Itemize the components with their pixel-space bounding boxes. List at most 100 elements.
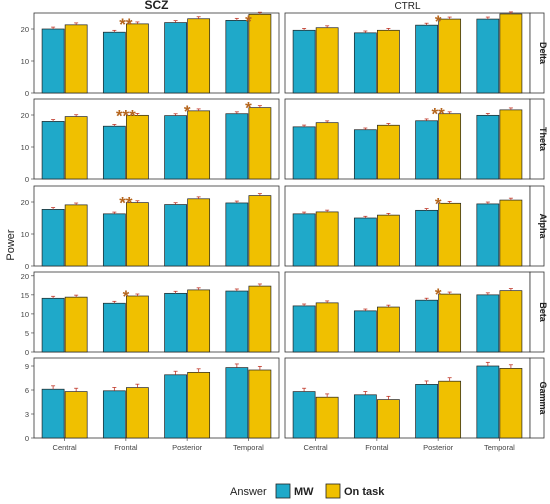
y-tick-label: 0 <box>25 89 29 98</box>
band-label-delta: Delta <box>538 42 548 65</box>
y-tick-label: 20 <box>21 111 29 120</box>
bar-on-task <box>187 289 211 353</box>
bar-mw <box>225 113 249 180</box>
bar-mw <box>102 125 126 180</box>
significance-stars: * <box>435 194 442 213</box>
bar-mw <box>292 29 316 94</box>
bar-on-task <box>64 391 88 439</box>
legend: Answer MW On task <box>230 483 385 499</box>
band-label-theta: Theta <box>538 127 548 152</box>
bar-on-task <box>315 122 339 180</box>
x-tick-label: Central <box>304 443 329 452</box>
bar-mw <box>102 390 126 439</box>
bar-on-task <box>315 396 339 439</box>
bar-on-task <box>64 116 88 180</box>
bar-on-task <box>64 204 88 267</box>
x-tick-label: Frontal <box>365 443 389 452</box>
bar-on-task <box>64 296 88 353</box>
bar-on-task <box>377 399 400 439</box>
band-strip <box>529 12 545 94</box>
legend-label-mw: MW <box>294 486 314 498</box>
bar-mw <box>292 305 316 353</box>
y-tick-label: 6 <box>25 386 29 395</box>
bar-mw <box>225 367 249 439</box>
bar-on-task <box>499 290 523 353</box>
y-tick-label: 20 <box>21 25 29 34</box>
bar-on-task <box>126 387 149 439</box>
significance-stars: * <box>435 285 442 304</box>
bar-mw <box>102 213 126 267</box>
bar-mw <box>41 121 65 180</box>
significance-stars: * <box>245 99 252 118</box>
band-strip <box>529 98 545 180</box>
bar-mw <box>476 365 500 439</box>
band-label-beta: Beta <box>538 302 548 323</box>
x-tick-label: Posterior <box>172 443 203 452</box>
x-tick-label: Posterior <box>423 443 454 452</box>
y-tick-label: 0 <box>25 175 29 184</box>
bar-mw <box>41 28 65 94</box>
y-tick-label: 15 <box>21 291 29 300</box>
y-tick-label: 10 <box>21 143 29 152</box>
bar-mw <box>292 213 316 267</box>
band-strip <box>529 271 545 353</box>
bar-on-task <box>126 23 149 94</box>
panel-scz-alpha: 0 10 20 ** <box>21 185 280 271</box>
significance-stars: * <box>245 12 252 31</box>
bar-mw <box>164 292 187 353</box>
bar-on-task <box>248 369 272 439</box>
column-headers: SCZ CTRL <box>145 0 421 12</box>
x-tick-label: Central <box>53 443 78 452</box>
bar-on-task <box>187 110 211 180</box>
x-tick-label: Temporal <box>233 443 264 452</box>
column-header-ctrl: CTRL <box>394 1 421 12</box>
x-tick-label: Frontal <box>114 443 138 452</box>
bar-mw <box>164 204 187 267</box>
bar-mw <box>476 294 500 353</box>
bar-mw <box>476 203 500 267</box>
bar-on-task <box>248 13 272 94</box>
bar-mw <box>164 374 187 439</box>
y-tick-label: 10 <box>21 57 29 66</box>
band-label-gamma: Gamma <box>538 381 548 415</box>
bar-mw <box>353 129 377 180</box>
bar-on-task <box>126 295 149 353</box>
bar-on-task <box>499 13 523 94</box>
band-label-alpha: Alpha <box>538 213 548 239</box>
bar-on-task <box>248 195 272 267</box>
panel-ctrl-beta: * <box>284 271 531 353</box>
significance-stars: ** <box>119 194 133 213</box>
significance-stars: ** <box>432 105 446 124</box>
bar-on-task <box>499 199 523 267</box>
bar-on-task <box>248 107 272 180</box>
significance-stars: * <box>184 102 191 121</box>
bar-mw <box>41 388 65 439</box>
bar-mw <box>353 217 377 267</box>
bar-mw <box>164 22 187 94</box>
legend-label-on-task: On task <box>344 486 385 498</box>
bar-on-task <box>248 285 272 353</box>
y-tick-label: 5 <box>25 329 29 338</box>
bar-mw <box>225 202 249 267</box>
significance-stars: * <box>123 287 130 306</box>
bar-on-task <box>187 198 211 267</box>
bar-mw <box>415 299 438 353</box>
bar-mw <box>415 120 438 180</box>
y-tick-label: 0 <box>25 262 29 271</box>
legend-swatch-on-task <box>325 483 341 499</box>
panel-ctrl-theta: ** <box>284 98 531 180</box>
bar-on-task <box>377 214 400 267</box>
bar-on-task <box>377 124 400 180</box>
y-axis-label: Power <box>5 229 17 261</box>
bar-on-task <box>438 293 462 353</box>
bar-mw <box>353 394 377 439</box>
bar-mw <box>476 114 500 180</box>
y-tick-label: 0 <box>25 434 29 443</box>
significance-stars: ** <box>119 15 133 34</box>
bar-mw <box>292 126 316 180</box>
bar-mw <box>415 384 438 439</box>
